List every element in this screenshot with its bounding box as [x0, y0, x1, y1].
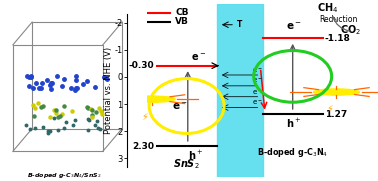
- Text: e$^-$: e$^-$: [172, 100, 187, 111]
- Text: e$^-$: e$^-$: [251, 98, 262, 107]
- Text: h$^+$: h$^+$: [188, 148, 203, 162]
- Text: B-doped g-C$_3$N$_4$/SnS$_2$: B-doped g-C$_3$N$_4$/SnS$_2$: [27, 171, 102, 180]
- Text: VB: VB: [175, 17, 189, 26]
- Text: -1.18: -1.18: [325, 34, 351, 43]
- FancyArrowPatch shape: [332, 17, 350, 31]
- Text: e$^-$: e$^-$: [286, 21, 302, 32]
- Y-axis label: Potential vs. NHE (V): Potential vs. NHE (V): [104, 47, 113, 134]
- Text: CH$_4$: CH$_4$: [317, 1, 338, 15]
- Text: SnS$_2$: SnS$_2$: [173, 157, 200, 171]
- Text: T: T: [237, 20, 242, 29]
- Text: CB: CB: [175, 9, 189, 17]
- Text: ⚡: ⚡: [142, 112, 149, 122]
- Text: 2.30: 2.30: [132, 142, 154, 151]
- Text: e$^-$: e$^-$: [251, 66, 262, 75]
- Text: e$^-$: e$^-$: [191, 52, 206, 63]
- Text: B-doped g-C$_3$N$_4$: B-doped g-C$_3$N$_4$: [257, 146, 328, 159]
- Bar: [217, 4, 263, 177]
- Text: -0.30: -0.30: [129, 61, 154, 70]
- Text: 1.27: 1.27: [325, 110, 347, 119]
- Text: Reduction: Reduction: [320, 15, 358, 24]
- Text: e$^-$: e$^-$: [251, 76, 262, 85]
- Circle shape: [129, 96, 175, 102]
- Text: e$^-$: e$^-$: [251, 88, 262, 96]
- Text: h$^+$: h$^+$: [286, 117, 301, 130]
- Circle shape: [313, 89, 359, 95]
- Text: CO$_2$: CO$_2$: [340, 23, 361, 37]
- Text: ⚡: ⚡: [326, 104, 333, 114]
